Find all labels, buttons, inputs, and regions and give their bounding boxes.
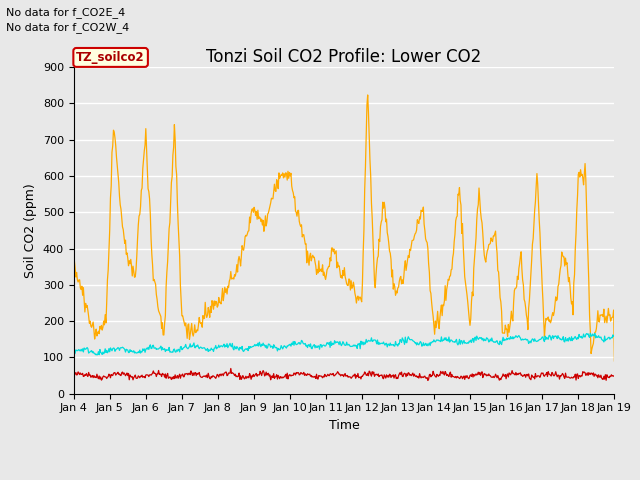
Tree2 -8cm [136,347,143,353]
Title: Tonzi Soil CO2 Profile: Lower CO2: Tonzi Soil CO2 Profile: Lower CO2 [206,48,482,66]
Y-axis label: Soil CO2 (ppm): Soil CO2 (ppm) [24,183,37,278]
Tree -8cm [364,92,372,98]
Tree -8cm [135,213,143,219]
Open -8cm [70,372,77,378]
Tree -8cm [70,257,77,263]
Open -8cm [79,373,87,379]
Tree2 -8cm [220,343,227,348]
Text: TZ_soilco2: TZ_soilco2 [76,51,145,64]
Open -8cm [227,366,235,372]
Tree2 -8cm [426,343,434,348]
Tree -8cm [190,330,198,336]
Line: Tree -8cm: Tree -8cm [74,95,614,361]
Line: Tree2 -8cm: Tree2 -8cm [74,333,614,355]
Tree2 -8cm [611,333,618,338]
Open -8cm [611,372,618,378]
Tree -8cm [79,285,87,291]
Tree -8cm [611,358,618,364]
Open -8cm [135,374,143,380]
Text: No data for f_CO2E_4: No data for f_CO2E_4 [6,7,125,18]
Tree2 -8cm [191,345,198,350]
Open -8cm [410,372,418,377]
Open -8cm [427,374,435,380]
Open -8cm [219,371,227,377]
Text: No data for f_CO2W_4: No data for f_CO2W_4 [6,22,130,33]
Tree -8cm [426,288,434,293]
Tree -8cm [410,233,418,239]
Open -8cm [190,372,198,378]
Tree2 -8cm [586,330,594,336]
Line: Open -8cm: Open -8cm [74,369,614,381]
X-axis label: Time: Time [328,419,360,432]
Tree2 -8cm [79,349,87,355]
Tree -8cm [219,286,227,291]
Legend: Open -8cm, Tree -8cm, Tree2 -8cm: Open -8cm, Tree -8cm, Tree2 -8cm [162,479,526,480]
Tree2 -8cm [410,339,418,345]
Tree2 -8cm [93,352,100,358]
Open -8cm [424,378,432,384]
Tree2 -8cm [70,348,77,354]
